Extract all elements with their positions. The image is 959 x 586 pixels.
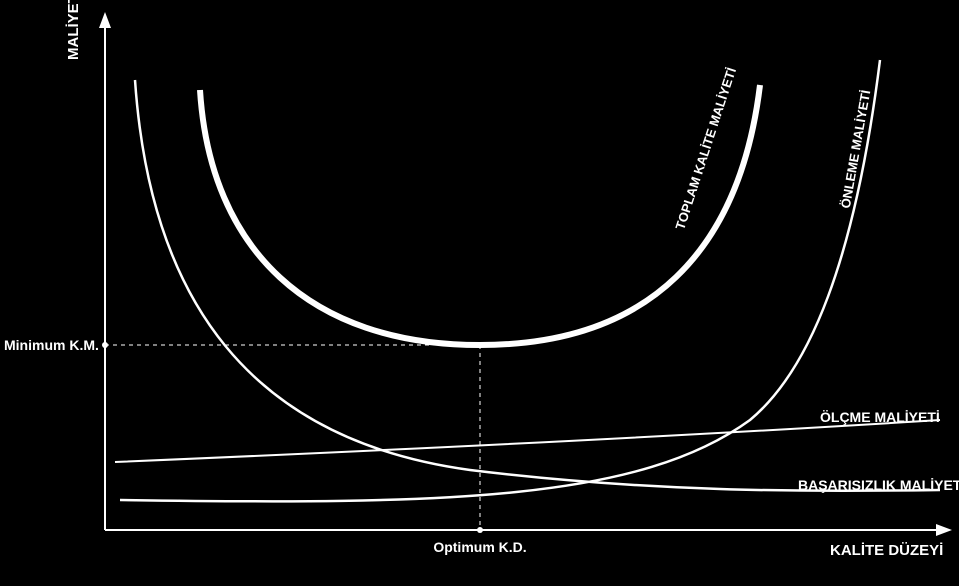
y-axis-arrow (99, 12, 111, 28)
total-cost-curve: TOPLAM KALİTE MALİYETİ (200, 66, 760, 345)
y-axis: MALİYET (65, 0, 111, 530)
failure-label: BAŞARISIZLIK MALİYETİ (798, 477, 959, 493)
x-axis: KALİTE DÜZEYİ (105, 524, 952, 559)
x-axis-label: KALİTE DÜZEYİ (830, 542, 943, 559)
prevention-label: ÖNLEME MALİYETİ (838, 89, 874, 210)
prevention-cost-curve: ÖNLEME MALİYETİ (120, 60, 880, 501)
measurement-path (115, 420, 940, 462)
y-axis-label: MALİYET (65, 0, 82, 60)
prevention-path (120, 60, 880, 501)
ref-point-x (477, 527, 483, 533)
x-axis-arrow (936, 524, 952, 536)
failure-path (135, 80, 940, 491)
measurement-label: ÖLÇME MALİYETİ (820, 409, 940, 425)
minimum-km-label: Minimum K.M. (4, 337, 99, 353)
quality-cost-chart: MALİYET KALİTE DÜZEYİ Minimum K.M. Optim… (0, 0, 959, 586)
failure-cost-curve: BAŞARISIZLIK MALİYETİ (135, 80, 959, 493)
measurement-cost-curve: ÖLÇME MALİYETİ (115, 409, 940, 462)
ref-point-y (102, 342, 108, 348)
optimum-kd-label: Optimum K.D. (433, 539, 526, 555)
